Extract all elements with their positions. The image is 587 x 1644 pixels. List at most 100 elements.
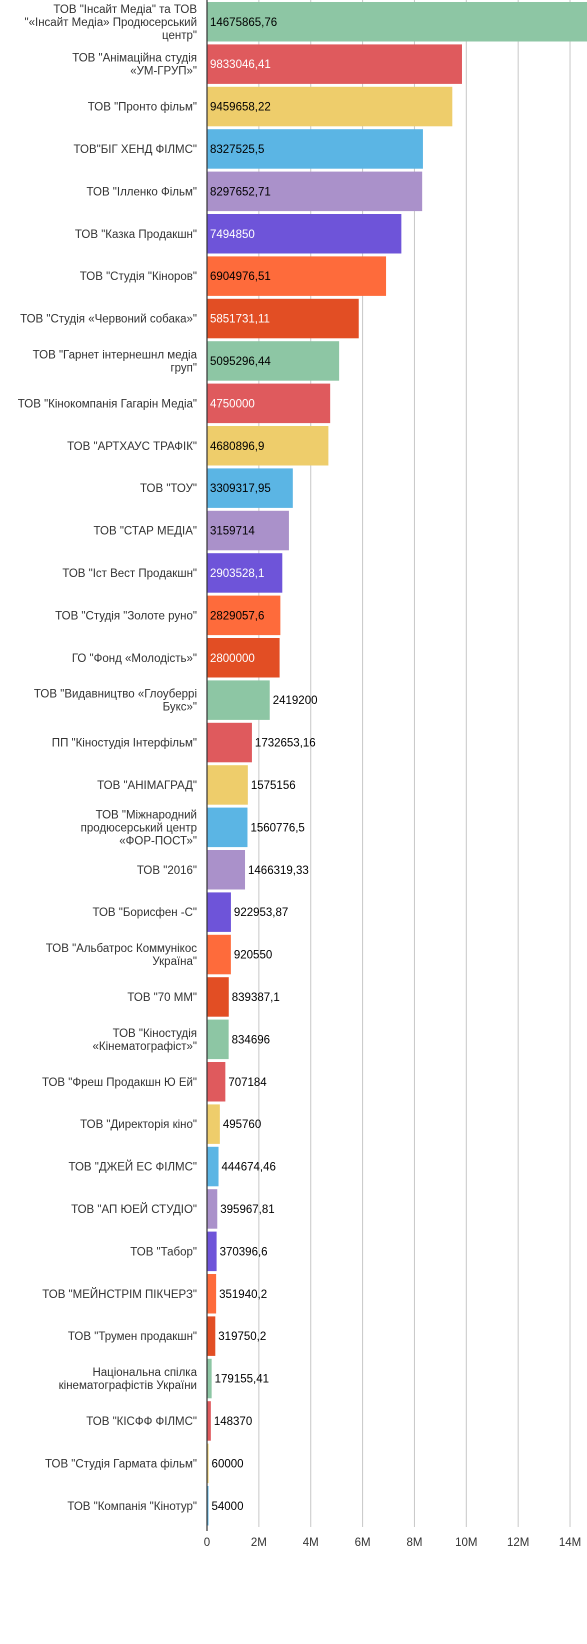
value-label: 2419200 [273,695,318,707]
category-label: ГО "Фонд «Молодість»" [72,653,197,665]
bar [207,86,453,127]
value-label: 1575156 [251,780,296,792]
value-label: 8297652,71 [210,186,271,198]
bar [207,807,248,848]
category-labels: ТОВ "Інсайт Медіа" та ТОВ "«Інсайт Медіа»… [18,4,198,1513]
category-label: ТОВ"БІГ ХЕНД ФІЛМС" [74,144,197,156]
x-tick-labels: 0 2M 4M 6M 8M 10M 12M 14M [204,1537,581,1549]
category-label: ТОВ "Фреш Продакшн Ю Ей" [42,1077,197,1089]
category-label: ТОВ "ТОУ" [140,483,197,495]
category-label: ТОВ "Міжнародний продюсерський центр «ФОР-… [81,809,197,847]
value-label: 60000 [212,1458,244,1470]
category-label: ПП "Кіностудія Інтерфільм" [52,738,197,750]
category-label: ТОВ "Інсайт Медіа" та ТОВ "«Інсайт Медіа»… [25,4,198,42]
value-label: 495760 [223,1119,261,1131]
bar [207,638,280,678]
x-tick-label: 6M [355,1537,371,1549]
value-label: 9459658,22 [210,102,271,114]
category-label: ТОВ "Директорія кіно" [80,1119,197,1131]
value-label: 54000 [212,1501,244,1513]
value-label: 3159714 [210,526,255,538]
value-label: 5851731,11 [210,314,270,326]
bar [207,1189,218,1229]
category-label: ТОВ "Компанія "Кінотур" [67,1501,197,1513]
value-label: 7494850 [210,229,255,241]
bar [207,765,248,805]
bar [207,1062,226,1102]
x-tick-label: 12M [507,1537,529,1549]
x-tick-label: 4M [303,1537,319,1549]
category-label: ТОВ "КІСФФ ФІЛМС" [86,1416,197,1428]
category-label: ТОВ "МЕЙНСТРІМ ПІКЧЕРЗ" [42,1288,197,1301]
bar [207,850,246,890]
value-label: 920550 [234,950,272,962]
bar [207,1146,219,1187]
category-label: ТОВ "Борисфен -С" [92,907,197,919]
category-label: ТОВ "Видавництво «Глоуберрі Букс»" [34,689,197,714]
bar [207,214,402,254]
bar [207,2,587,42]
bar [207,298,359,339]
x-tick-label: 14M [559,1537,581,1549]
x-tick-label: 0 [204,1537,210,1549]
category-label: ТОВ "Трумен продакшн" [68,1331,197,1343]
value-label: 839387,1 [232,992,280,1004]
bar [207,1401,211,1441]
category-label: ТОВ "АНІМАГРАД" [97,780,197,792]
value-label: 6904976,51 [210,271,271,283]
category-label: ТОВ "70 ММ" [127,992,197,1004]
category-label: ТОВ "Казка Продакшн" [75,229,197,241]
value-label: 9833046,41 [210,59,271,71]
value-label: 707184 [228,1077,267,1089]
value-label: 1732653,16 [255,738,316,750]
value-label: 370396,6 [220,1246,268,1258]
value-label: 2903528,1 [210,568,264,580]
bar [207,722,252,763]
bar [207,44,462,84]
x-tick-label: 2M [251,1537,267,1549]
value-label: 1560776,5 [250,822,304,834]
category-label: ТОВ "Іст Вест Продакшн" [62,568,197,580]
value-label: 351940,2 [219,1289,267,1301]
category-label: ТОВ "АП ЮЕЙ СТУДІО" [71,1203,197,1216]
bar [207,426,329,466]
value-label: 3309317,95 [210,483,271,495]
bar [207,934,231,975]
category-label: ТОВ "Гарнет інтернешнл медіа груп" [33,349,198,374]
value-label: 2829057,6 [210,610,264,622]
category-label: ТОВ "Студія "Кіноров" [80,271,197,283]
value-label: 14675865,76 [210,17,277,29]
value-label: 395967,81 [220,1204,274,1216]
category-label: ТОВ "Пронто фільм" [88,102,197,114]
bar [207,171,423,212]
category-label: ТОВ "Анімаційна студія «УМ-ГРУП»" [72,53,197,78]
category-label: ТОВ "Ілленко Фільм" [86,186,197,198]
bar [207,129,423,169]
value-labels: 14675865,76 9833046,41 9459658,22 8327525,5… [210,17,318,1513]
category-label: ТОВ "2016" [137,865,197,877]
category-label: ТОВ "Кінокомпанія Гагарін Медіа" [18,398,197,410]
category-label: ТОВ "Студія «Червоний собака»" [20,314,197,326]
grid-lines [258,0,571,1527]
category-label: ТОВ "Альбатрос Коммунікос Україна" [46,943,197,968]
bar [207,1019,229,1060]
category-label: Національна спілка кінематографістів Укра… [59,1367,198,1392]
bar [207,256,387,296]
value-label: 5095296,44 [210,356,271,368]
bar [207,1358,212,1399]
bar [207,510,289,551]
category-label: ТОВ "Кіностудія «Кінематографіст»" [93,1028,197,1053]
value-label: 4680896,9 [210,441,264,453]
value-label: 319750,2 [218,1331,266,1343]
bar [207,1104,220,1144]
x-tick-label: 8M [406,1537,422,1549]
bar [207,1316,216,1356]
bar [207,892,231,932]
bar [207,1443,209,1484]
bar [207,341,340,381]
bar [207,977,229,1017]
value-label: 4750000 [210,398,255,410]
x-tick-label: 10M [455,1537,477,1549]
bar [207,1274,217,1314]
